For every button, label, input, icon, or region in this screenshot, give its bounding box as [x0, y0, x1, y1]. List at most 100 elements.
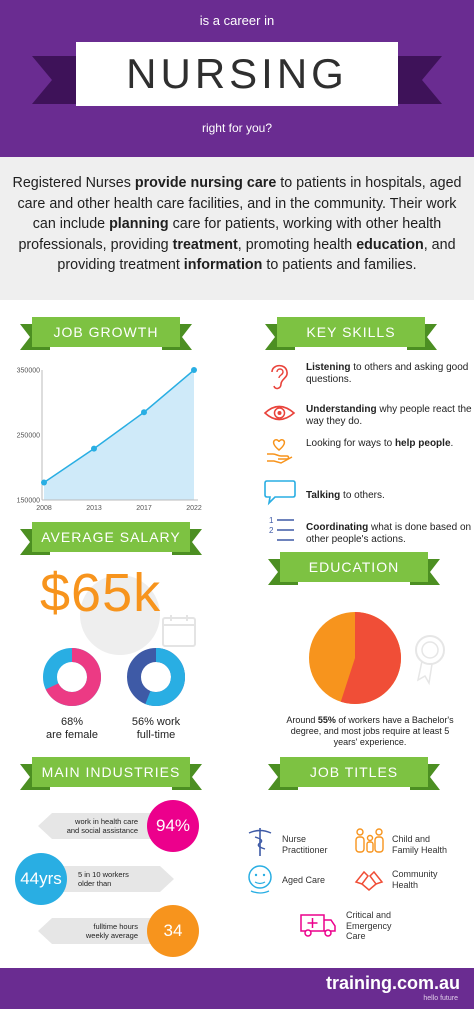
data-point [41, 479, 47, 486]
growth-line [43, 369, 195, 484]
skill-bold: help people [394, 438, 451, 449]
education-text-bold: 55% [317, 715, 336, 725]
job-title-label: Aged Care [282, 875, 326, 885]
industry-bar: fulltime hours weekly average [38, 918, 168, 944]
intro-text: to patients and families. [262, 257, 417, 273]
skill-item: Looking for ways to help people. [262, 436, 472, 470]
y-tick-label: 250000 [17, 433, 40, 440]
footer: training.com.au hello future [0, 968, 474, 1009]
skill-text: Coordinating what is done based on other… [306, 522, 472, 546]
education-heading: EDUCATION [268, 552, 428, 585]
job-titles-heading: JOB TITLES [268, 757, 428, 790]
header-subtitle: right for you? [201, 121, 273, 135]
fulltime-stat-label: 56% work full-time [131, 716, 181, 741]
intro-text: , and providing treatment [57, 236, 456, 274]
footer-brand-link[interactable]: training.com.au [325, 973, 460, 993]
skill-desc: why people react the way they do. [306, 404, 472, 427]
job-title-label: Critical and Emergency Care [346, 910, 392, 941]
page-title: NURSING [76, 42, 398, 106]
intro-emphasis: education [356, 236, 424, 253]
skill-item: Understanding why people react the way t… [262, 402, 472, 436]
education-text-pre: Around [286, 715, 318, 725]
calendar-icon [162, 615, 196, 647]
education-pie-chart [309, 612, 401, 704]
skill-tail: . [450, 438, 454, 449]
caduceus-icon [248, 828, 272, 856]
intro-emphasis: treatment [172, 236, 238, 253]
job-title-label: Nurse Practitioner [282, 834, 328, 855]
industry-text: work in health care and social assistanc… [66, 817, 138, 835]
job-title-label: Child and Family Health [392, 834, 448, 855]
x-tick-label: 2017 [136, 505, 152, 512]
salary-backdrop [80, 575, 160, 655]
y-tick-label: 350000 [17, 368, 40, 375]
skill-desc: to others. [340, 490, 385, 501]
intro-emphasis: provide nursing care [134, 175, 277, 191]
eye-icon [263, 405, 296, 421]
svg-text:1: 1 [269, 516, 274, 525]
industry-stat-circle: 44yrs [15, 853, 67, 905]
x-tick-label: 2013 [86, 505, 102, 512]
industry-text: fulltime hours weekly average [85, 922, 138, 940]
skill-text: Looking for ways to help people. [306, 438, 472, 450]
donut-value-arc [145, 648, 185, 706]
job-titles-title: JOB TITLES [280, 757, 428, 787]
key-skills-heading: KEY SKILLS [265, 317, 425, 350]
x-tick-label: 2022 [186, 505, 202, 512]
pie-slice-bachelor [340, 612, 401, 704]
data-point [141, 409, 147, 416]
skill-desc: what is done based on other people's act… [306, 522, 472, 545]
footer-tagline: hello future [423, 995, 458, 1002]
skill-bold: Understanding [306, 404, 377, 415]
skill-text: Understanding why people react the way t… [306, 404, 472, 428]
fulltime-donut [127, 648, 185, 706]
main-industries-title: MAIN INDUSTRIES [32, 757, 190, 787]
data-point [91, 445, 97, 452]
female-donut [43, 648, 101, 706]
industry-bar: work in health care and social assistanc… [38, 813, 168, 839]
industry-stat-circle: 34 [147, 905, 199, 957]
education-text-post: of workers have a Bachelor's degree, and… [290, 715, 454, 747]
industry-text: 5 in 10 workers older than [78, 870, 129, 888]
salary-value: $65k [40, 563, 162, 623]
certificate-icon [415, 635, 445, 686]
elderly-person-icon [248, 865, 272, 894]
skill-item: Listening to others and asking good ques… [262, 360, 472, 394]
header: is a career in NURSING right for you? [0, 0, 474, 157]
helping-hands-icon [354, 870, 384, 891]
intro-text: to patients in hospitals, aged care and … [17, 175, 462, 232]
ambulance-icon [300, 914, 336, 937]
skill-bold: Listening [306, 362, 351, 373]
title-banner: NURSING [32, 42, 420, 106]
job-title-label: Community Health [392, 869, 438, 890]
intro-text: care for patients, working with other he… [18, 216, 442, 253]
intro-paragraph: Registered Nurses provide nursing care t… [0, 157, 474, 300]
heart-hand-icon [267, 439, 293, 464]
svg-text:2: 2 [269, 526, 274, 535]
skill-text: Talking to others. [306, 490, 472, 502]
intro-emphasis: planning [109, 216, 169, 232]
y-tick-label: 150000 [17, 498, 40, 505]
job-growth-heading: JOB GROWTH [20, 317, 180, 350]
industry-stat-circle: 94% [147, 800, 199, 852]
x-tick-label: 2008 [36, 505, 52, 512]
skill-bold: Talking [306, 490, 341, 501]
header-pretitle: is a career in [199, 13, 275, 28]
intro-text: Registered Nurses [12, 175, 135, 191]
skill-item: Talking to others. [262, 478, 472, 512]
average-salary-heading: AVERAGE SALARY [20, 522, 190, 555]
speech-bubble-icon [264, 480, 296, 506]
education-title: EDUCATION [280, 552, 428, 582]
intro-emphasis: information [183, 257, 263, 273]
female-stat-label: 68% are female [46, 716, 98, 741]
average-salary-title: AVERAGE SALARY [32, 522, 190, 552]
job-growth-chart: 2008 2013 2017 2022 150000 250000 350000 [17, 367, 202, 512]
skill-item: 1 2 Coordinating what is done based on o… [262, 514, 472, 548]
key-skills-title: KEY SKILLS [277, 317, 425, 347]
main-industries-heading: MAIN INDUSTRIES [20, 757, 190, 790]
skill-desc: to others and asking good questions. [306, 362, 469, 385]
skill-desc: Looking for ways to [306, 438, 395, 449]
intro-text: , promoting health [237, 236, 357, 253]
ear-icon [271, 364, 288, 390]
family-icon [355, 828, 384, 853]
